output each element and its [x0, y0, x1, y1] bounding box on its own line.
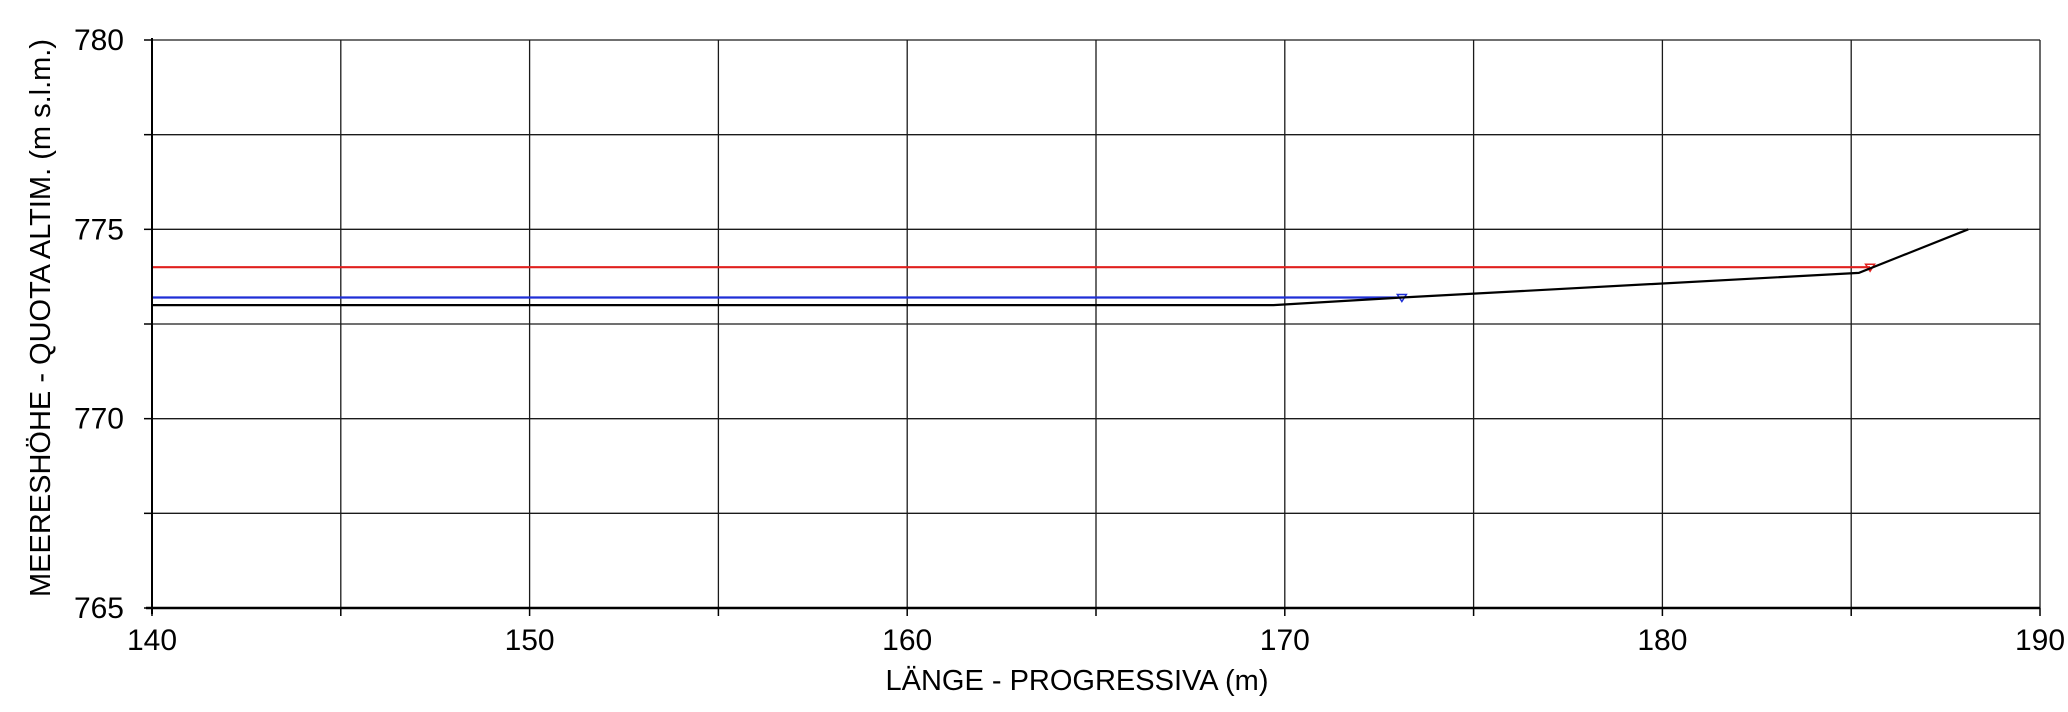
series-layer: [152, 228, 1969, 307]
y-tick-label: 775: [74, 213, 124, 246]
x-tick-label: 140: [127, 624, 177, 657]
y-tick-label: 765: [74, 592, 124, 625]
grid: [151, 39, 2041, 609]
x-tick-label: 150: [505, 624, 555, 657]
y-axis-title: MEERESHÖHE - QUOTA ALTIM. (m s.l.m.): [25, 39, 57, 597]
plot-frame: [146, 38, 2040, 614]
y-tick-label: 770: [74, 403, 124, 436]
x-tick-label: 170: [1260, 624, 1310, 657]
x-tick-label: 190: [2015, 624, 2065, 657]
x-axis-title: LÄNGE - PROGRESSIVA (m): [886, 665, 1269, 697]
series-line-3: [152, 228, 1969, 307]
y-axis-ticks: 765 770 775 780: [74, 24, 152, 625]
y-tick-label: 780: [74, 24, 124, 57]
x-axis-ticks: 140 150 160 170 180 190: [127, 608, 2065, 657]
x-tick-label: 160: [882, 624, 932, 657]
x-tick-label: 180: [1637, 624, 1687, 657]
